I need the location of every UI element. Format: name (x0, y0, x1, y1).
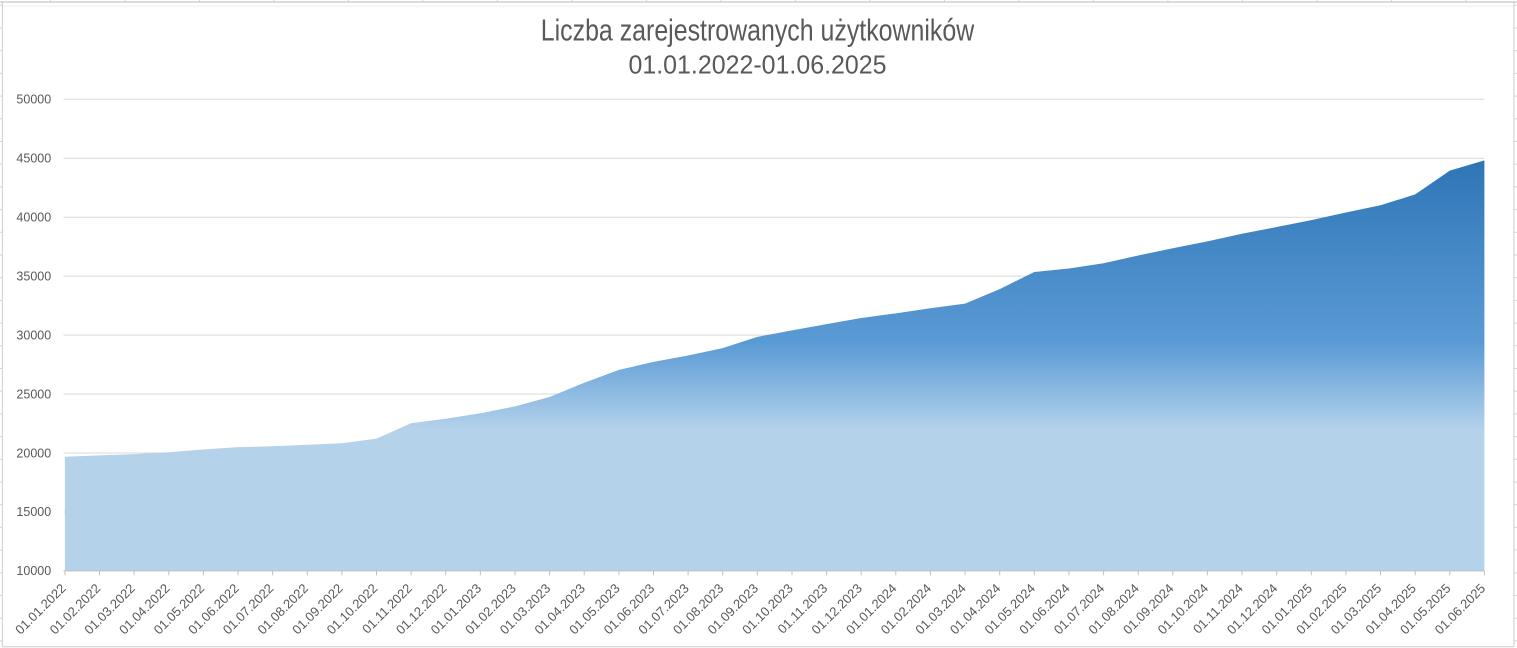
svg-text:20000: 20000 (16, 446, 51, 460)
svg-text:35000: 35000 (16, 269, 51, 283)
svg-text:10000: 10000 (16, 564, 51, 578)
svg-text:25000: 25000 (16, 387, 51, 401)
svg-text:01.01.2022-01.06.2025: 01.01.2022-01.06.2025 (629, 50, 887, 80)
svg-text:30000: 30000 (16, 328, 51, 342)
svg-text:15000: 15000 (16, 505, 51, 519)
svg-text:45000: 45000 (16, 152, 51, 166)
svg-text:50000: 50000 (16, 93, 51, 107)
svg-text:40000: 40000 (16, 211, 51, 225)
svg-text:Liczba zarejestrowanych użytko: Liczba zarejestrowanych użytkowników (541, 14, 975, 48)
